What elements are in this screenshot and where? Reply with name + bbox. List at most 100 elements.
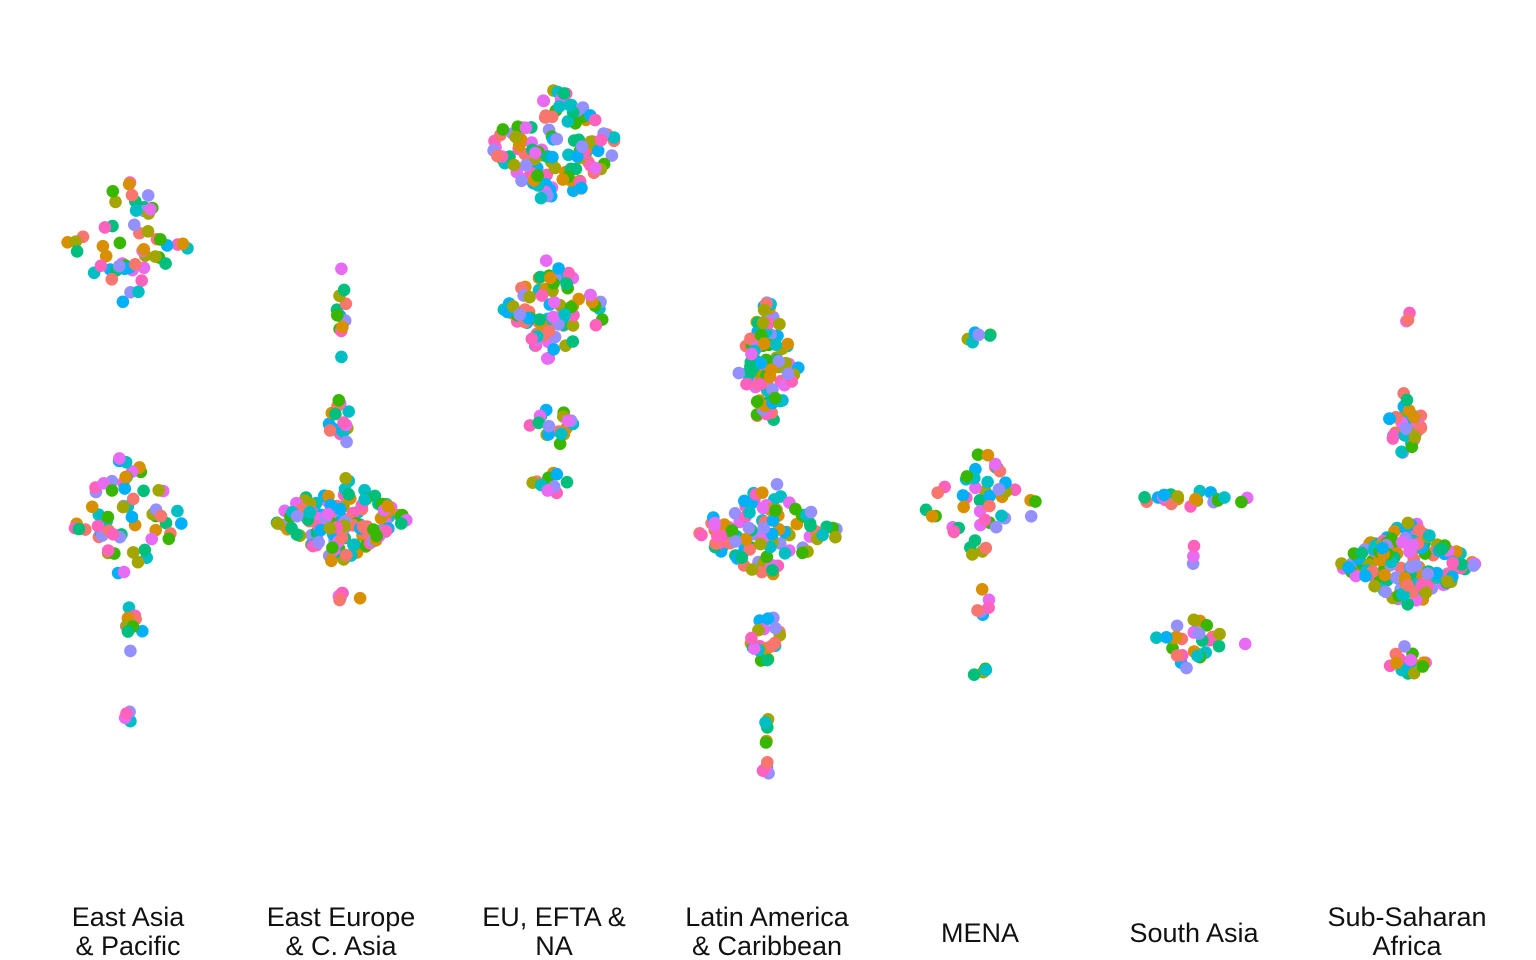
data-point <box>735 551 749 564</box>
data-point <box>745 563 759 576</box>
category-label: East Asia & Pacific <box>72 902 186 960</box>
data-point <box>542 324 556 338</box>
data-point <box>541 484 554 497</box>
data-point <box>1171 490 1184 503</box>
category-label: EU, EFTA & NA <box>482 902 626 960</box>
data-point <box>131 555 145 569</box>
data-point <box>557 87 571 100</box>
data-point <box>1235 495 1248 509</box>
data-point <box>1213 627 1226 641</box>
data-point <box>745 631 758 645</box>
data-point <box>491 149 504 163</box>
data-point <box>137 484 150 498</box>
data-point <box>1401 516 1415 530</box>
data-point <box>1169 630 1183 644</box>
data-point <box>763 370 777 384</box>
data-point <box>1192 627 1206 640</box>
data-point <box>353 591 367 605</box>
data-point <box>605 149 619 162</box>
data-point <box>1376 541 1389 555</box>
data-point <box>171 504 184 518</box>
data-point <box>342 488 356 501</box>
data-point <box>116 500 130 514</box>
x-axis-labels: East Asia & Pacific East Europe & C. Asia EU… <box>72 902 1487 960</box>
data-point <box>1403 544 1416 558</box>
data-point <box>1359 569 1372 583</box>
data-point <box>125 188 139 202</box>
data-point <box>756 486 769 500</box>
data-point <box>769 504 782 517</box>
data-point <box>761 756 774 769</box>
data-point <box>1379 585 1392 599</box>
data-point <box>743 543 756 556</box>
data-point <box>816 528 829 542</box>
data-point <box>725 524 739 537</box>
data-point <box>979 541 993 555</box>
category-label: Sub-Saharan Africa <box>1327 902 1486 960</box>
data-point <box>101 544 115 557</box>
data-point <box>1189 492 1202 506</box>
data-point <box>575 140 589 153</box>
data-point <box>113 452 126 465</box>
data-point <box>1138 491 1151 504</box>
data-point <box>1416 660 1429 673</box>
data-point <box>550 467 564 481</box>
data-point <box>584 288 597 302</box>
data-point <box>529 146 542 160</box>
data-point <box>339 548 353 562</box>
data-point <box>1218 491 1231 504</box>
data-point <box>109 195 122 209</box>
category-label: East Europe & C. Asia <box>267 902 416 960</box>
data-point <box>982 601 995 614</box>
data-point <box>98 221 112 234</box>
data-point <box>561 414 575 428</box>
data-point <box>760 653 774 667</box>
category-points <box>1138 484 1254 675</box>
data-point <box>778 547 792 560</box>
data-point <box>757 521 770 535</box>
data-point <box>323 424 337 437</box>
data-point <box>128 258 142 271</box>
data-point <box>138 543 152 557</box>
data-point <box>742 521 756 535</box>
data-point <box>981 448 995 462</box>
data-point <box>101 510 115 524</box>
data-point <box>766 514 780 527</box>
data-point <box>760 550 774 564</box>
data-point <box>769 621 782 635</box>
data-point <box>290 509 304 523</box>
data-point <box>154 509 168 523</box>
data-point <box>136 624 149 638</box>
category-label: South Asia <box>1129 918 1259 948</box>
data-point <box>340 435 353 449</box>
data-point <box>1435 542 1449 556</box>
data-point <box>1212 639 1226 653</box>
data-point <box>347 538 360 552</box>
data-point <box>126 546 140 559</box>
data-point <box>553 100 566 113</box>
data-point <box>588 113 602 127</box>
data-point <box>972 328 985 342</box>
data-point <box>738 494 751 508</box>
data-point <box>1405 440 1419 454</box>
data-point <box>756 316 770 330</box>
data-point <box>126 492 140 506</box>
data-point <box>69 235 82 248</box>
data-point <box>1342 561 1355 574</box>
data-point <box>144 203 157 216</box>
data-point <box>566 319 580 332</box>
data-point <box>708 516 721 530</box>
data-point <box>337 416 350 429</box>
data-point <box>548 296 561 309</box>
data-point <box>979 663 993 677</box>
data-point <box>162 532 176 546</box>
data-point <box>566 335 580 348</box>
data-point <box>1408 430 1422 444</box>
data-point <box>342 405 356 418</box>
data-point <box>1401 313 1415 327</box>
data-point <box>152 484 165 497</box>
data-point <box>176 237 190 251</box>
data-point <box>759 716 772 729</box>
data-point <box>1200 619 1214 632</box>
